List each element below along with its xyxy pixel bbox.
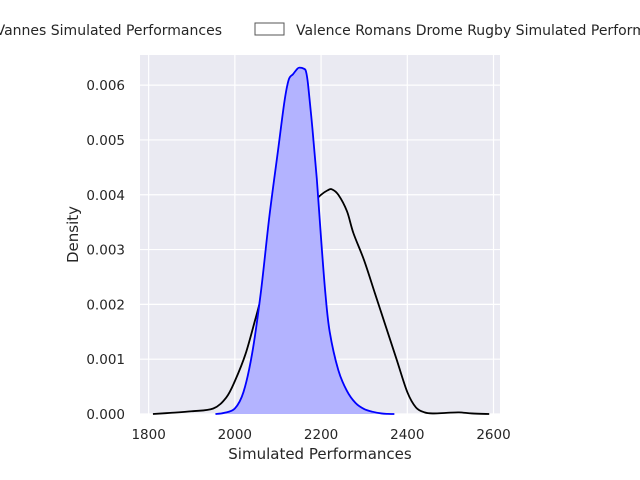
tick-labels: 1800 2000 2200 2400 2600 0.000 0.001 0.002 0.003… [86,78,510,443]
x-tick-label: 2600 [476,427,510,443]
y-tick-label: 0.002 [86,297,125,313]
legend-label-valence: Valence Romans Drome Rugby Simulated Per… [296,23,640,39]
plot-marks [152,66,490,415]
density-line-0 [215,66,395,415]
y-tick-label: 0.006 [86,78,125,94]
legend-swatch-valence [254,22,285,36]
density-area-0 [215,67,395,415]
legend-label-vannes: Vannes Simulated Performances [0,23,222,39]
x-tick-label: 2400 [390,427,424,443]
legend: Vannes Simulated Performances Valence Ro… [0,22,640,39]
y-axis-label: Density [64,206,82,263]
x-tick-label: 2200 [304,427,338,443]
x-axis-label: Simulated Performances [228,445,412,463]
density-line-1 [152,188,490,415]
y-tick-label: 0.004 [86,188,125,204]
y-tick-label: 0.000 [86,407,125,423]
y-tick-label: 0.003 [86,243,125,259]
y-tick-label: 0.005 [86,133,125,149]
x-tick-label: 1800 [131,427,165,443]
y-tick-label: 0.001 [86,352,125,368]
x-tick-label: 2000 [218,427,252,443]
